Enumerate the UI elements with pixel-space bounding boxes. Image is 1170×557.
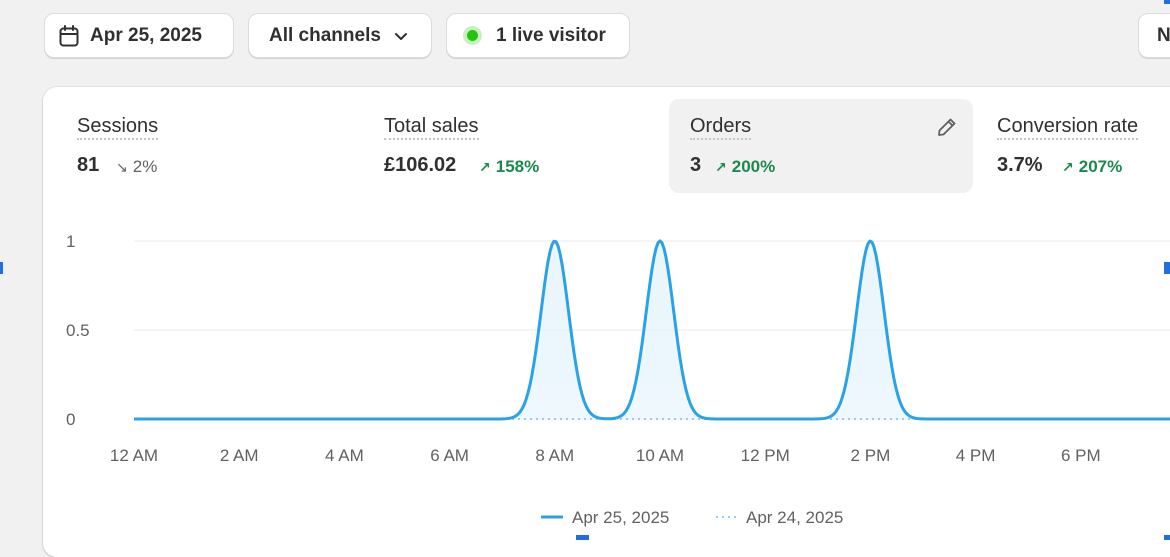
x-tick-label: 8 AM bbox=[535, 446, 574, 465]
y-tick-label: 0.5 bbox=[66, 321, 90, 340]
y-tick-label: 1 bbox=[66, 232, 75, 251]
x-tick-label: 4 PM bbox=[956, 446, 996, 465]
selection-handle bbox=[1164, 0, 1170, 4]
x-tick-label: 12 AM bbox=[110, 446, 158, 465]
x-tick-label: 10 AM bbox=[636, 446, 684, 465]
legend-label-apr-24: Apr 24, 2025 bbox=[746, 508, 843, 527]
x-tick-label: 6 PM bbox=[1061, 446, 1101, 465]
x-tick-label: 2 AM bbox=[220, 446, 259, 465]
x-tick-label: 6 AM bbox=[430, 446, 469, 465]
x-tick-label: 4 AM bbox=[325, 446, 364, 465]
orders-line-chart: 1 0.5 0 12 AM 2 AM 4 AM 6 AM 8 AM 10 AM 12 PM 2 P… bbox=[0, 0, 1170, 540]
legend-label-apr-25: Apr 25, 2025 bbox=[572, 508, 669, 527]
analytics-card: Sessions 81 ↘ 2% Total sales £106.02 ↗ 1… bbox=[43, 87, 1170, 557]
y-tick-label: 0 bbox=[66, 410, 75, 429]
x-tick-label: 12 PM bbox=[741, 446, 790, 465]
selection-handle bbox=[1164, 535, 1170, 540]
selection-handle bbox=[576, 535, 589, 540]
x-tick-label: 2 PM bbox=[851, 446, 891, 465]
selection-handle bbox=[1164, 262, 1170, 274]
selection-handle bbox=[0, 262, 3, 274]
